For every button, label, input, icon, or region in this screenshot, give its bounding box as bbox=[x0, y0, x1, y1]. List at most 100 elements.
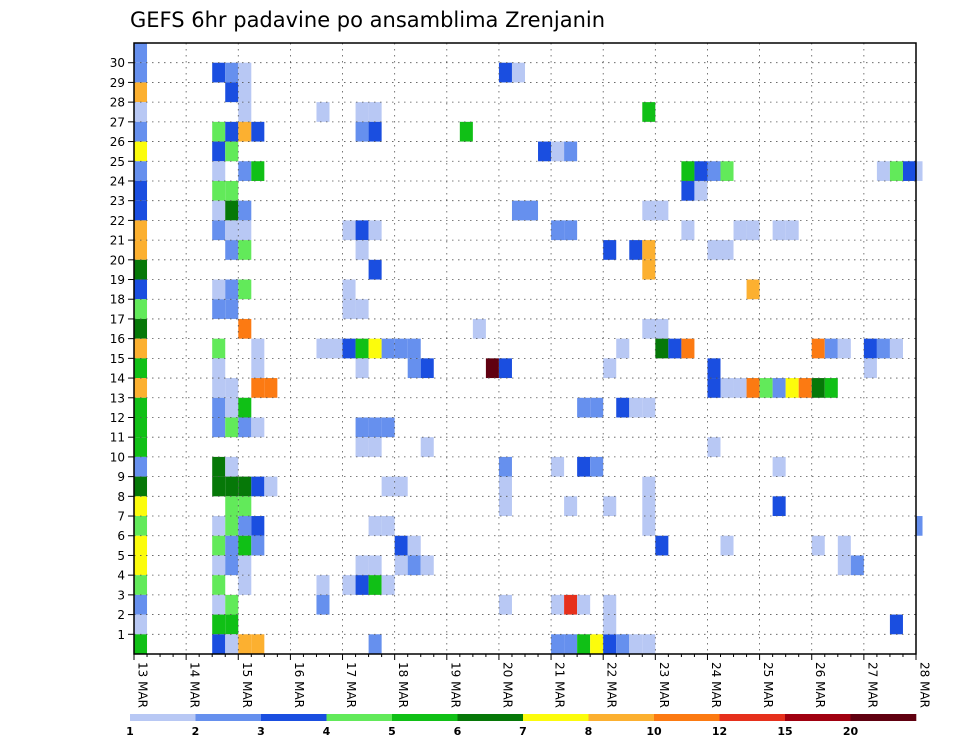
heatmap-cell bbox=[525, 200, 539, 221]
heatmap-cell bbox=[616, 397, 630, 418]
heatmap-cell bbox=[134, 299, 148, 319]
colorbar-label: 15 bbox=[777, 725, 792, 738]
x-tick-label: 20 MAR bbox=[500, 662, 514, 708]
colorbar: 1 2 3 4 5 6 7 8 10 12 15 20 bbox=[126, 714, 917, 738]
heatmap-cell bbox=[629, 397, 643, 418]
heatmap-cell bbox=[876, 161, 890, 181]
heatmap-cell bbox=[551, 634, 565, 654]
heatmap-cell bbox=[394, 338, 408, 359]
heatmap-cell bbox=[134, 279, 148, 300]
heatmap-cell bbox=[655, 200, 669, 221]
heatmap-cell bbox=[134, 102, 148, 122]
heatmap-cell bbox=[381, 338, 395, 359]
heatmap-cell bbox=[264, 378, 278, 398]
heatmap-cell bbox=[616, 338, 630, 359]
heatmap-cell bbox=[551, 456, 565, 477]
heatmap-cell bbox=[134, 62, 148, 83]
heatmap-cell bbox=[564, 141, 578, 162]
heatmap-cell bbox=[707, 358, 721, 379]
y-tick-label: 22 bbox=[110, 214, 125, 228]
y-tick-label: 8 bbox=[117, 490, 125, 504]
heatmap-cell bbox=[355, 437, 369, 457]
y-tick-label: 23 bbox=[110, 194, 125, 208]
heatmap-cell bbox=[225, 180, 239, 201]
colorbar-swatch bbox=[326, 714, 393, 721]
heatmap-cell bbox=[889, 614, 903, 635]
heatmap-cell bbox=[459, 121, 473, 142]
colorbar-label: 10 bbox=[646, 725, 662, 738]
heatmap-cell bbox=[837, 338, 851, 359]
heatmap-cell bbox=[134, 614, 148, 635]
heatmap-cell bbox=[212, 456, 226, 477]
colorbar-label: 12 bbox=[712, 725, 727, 738]
heatmap-cell bbox=[251, 535, 265, 556]
y-tick-label: 29 bbox=[110, 76, 125, 90]
heatmap-cell bbox=[212, 180, 226, 201]
y-tick-label: 6 bbox=[117, 529, 125, 543]
heatmap-cell bbox=[238, 555, 252, 576]
colorbar-swatch bbox=[850, 714, 917, 721]
heatmap-cell bbox=[564, 634, 578, 654]
y-tick-label: 17 bbox=[110, 312, 125, 326]
heatmap-cell bbox=[811, 378, 825, 398]
heatmap-cell bbox=[238, 516, 252, 536]
heatmap-cell bbox=[355, 102, 369, 122]
heatmap-cell bbox=[655, 338, 669, 359]
heatmap-cell bbox=[238, 634, 252, 654]
heatmap-cell bbox=[342, 299, 356, 319]
heatmap-cell bbox=[420, 555, 434, 576]
heatmap-cell bbox=[420, 358, 434, 379]
heatmap-cell bbox=[772, 220, 786, 241]
heatmap-cell bbox=[355, 555, 369, 576]
heatmap-cell bbox=[498, 594, 512, 615]
heatmap-cell bbox=[225, 141, 239, 162]
heatmap-cell bbox=[642, 200, 656, 221]
heatmap-cell bbox=[134, 456, 148, 477]
heatmap-cell bbox=[238, 121, 252, 142]
y-tick-label: 4 bbox=[117, 569, 125, 583]
heatmap-cell bbox=[238, 397, 252, 418]
heatmap-cell bbox=[225, 279, 239, 300]
heatmap-cell bbox=[355, 575, 369, 595]
heatmap-cell bbox=[212, 141, 226, 162]
heatmap-cell bbox=[577, 634, 591, 654]
heatmap-cell bbox=[407, 555, 421, 576]
heatmap-cell bbox=[212, 200, 226, 221]
heatmap-cell bbox=[225, 496, 239, 517]
heatmap-cell bbox=[225, 62, 239, 83]
heatmap-cell bbox=[355, 417, 369, 438]
heatmap-cell bbox=[655, 535, 669, 556]
heatmap-cell bbox=[134, 43, 148, 63]
heatmap-cell bbox=[342, 575, 356, 595]
heatmap-cell bbox=[616, 634, 630, 654]
heatmap-cell bbox=[694, 161, 708, 181]
heatmap-cell bbox=[368, 516, 382, 536]
heatmap-cell bbox=[720, 535, 734, 556]
heatmap-cell bbox=[707, 240, 721, 260]
heatmap-cell bbox=[355, 299, 369, 319]
heatmap-cell bbox=[577, 456, 591, 477]
heatmap-cell bbox=[551, 220, 565, 241]
heatmap-cell bbox=[720, 240, 734, 260]
y-tick-label: 3 bbox=[117, 588, 125, 602]
heatmap-cell bbox=[498, 456, 512, 477]
heatmap-cell bbox=[134, 496, 148, 517]
heatmap-cell bbox=[225, 594, 239, 615]
heatmap-cell bbox=[772, 496, 786, 517]
heatmap-cell bbox=[642, 634, 656, 654]
heatmap-cell bbox=[238, 279, 252, 300]
y-tick-label: 19 bbox=[110, 273, 125, 287]
heatmap-cell bbox=[407, 338, 421, 359]
colorbar-swatch bbox=[588, 714, 655, 721]
heatmap-cell bbox=[603, 614, 617, 635]
heatmap-cell bbox=[251, 634, 265, 654]
heatmap-cell bbox=[355, 358, 369, 379]
heatmap-cell bbox=[225, 200, 239, 221]
heatmap-cell bbox=[225, 456, 239, 477]
heatmap-cell bbox=[394, 476, 408, 497]
heatmap-cell bbox=[212, 62, 226, 83]
y-tick-label: 12 bbox=[110, 411, 125, 425]
heatmap-cell bbox=[642, 240, 656, 260]
heatmap-cell bbox=[225, 378, 239, 398]
colorbar-label: 6 bbox=[454, 725, 462, 738]
